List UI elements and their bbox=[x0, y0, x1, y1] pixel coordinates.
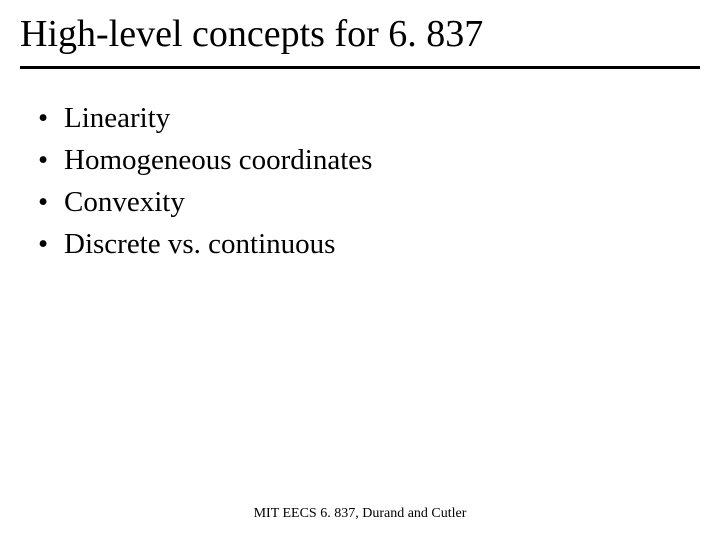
list-item: • Discrete vs. continuous bbox=[32, 223, 700, 265]
list-item: • Linearity bbox=[32, 97, 700, 139]
bullet-icon: • bbox=[32, 97, 64, 139]
slide-title: High-level concepts for 6. 837 bbox=[20, 12, 700, 69]
bullet-icon: • bbox=[32, 181, 64, 223]
slide-content: • Linearity • Homogeneous coordinates • … bbox=[20, 97, 700, 265]
slide-footer: MIT EECS 6. 837, Durand and Cutler bbox=[0, 506, 720, 522]
bullet-text: Linearity bbox=[64, 97, 170, 139]
bullet-icon: • bbox=[32, 223, 64, 265]
bullet-text: Discrete vs. continuous bbox=[64, 223, 335, 265]
slide: High-level concepts for 6. 837 • Lineari… bbox=[0, 0, 720, 540]
bullet-icon: • bbox=[32, 139, 64, 181]
bullet-text: Homogeneous coordinates bbox=[64, 139, 372, 181]
bullet-text: Convexity bbox=[64, 181, 185, 223]
bullet-list: • Linearity • Homogeneous coordinates • … bbox=[32, 97, 700, 265]
list-item: • Convexity bbox=[32, 181, 700, 223]
list-item: • Homogeneous coordinates bbox=[32, 139, 700, 181]
